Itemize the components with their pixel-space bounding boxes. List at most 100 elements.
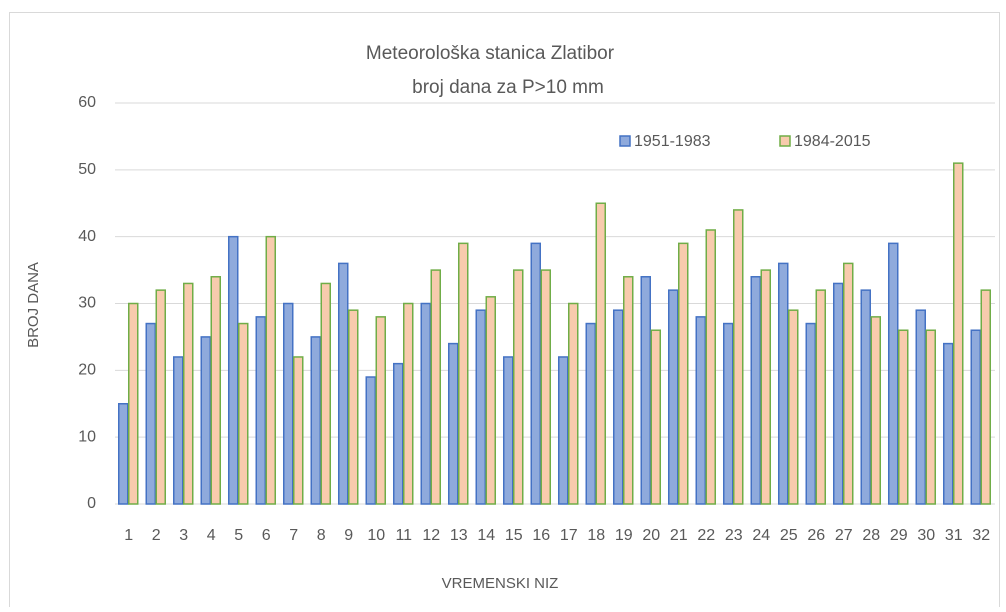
- bar: [118, 403, 129, 505]
- bar: [733, 209, 744, 505]
- y-axis-label: BROJ DANA: [25, 262, 42, 348]
- bar: [128, 302, 139, 505]
- x-tick-label: 17: [560, 527, 578, 544]
- x-tick-label: 31: [945, 527, 963, 544]
- x-tick-label: 13: [450, 527, 468, 544]
- x-tick-label: 10: [367, 527, 385, 544]
- x-tick-label: 14: [477, 527, 495, 544]
- x-tick-label: 9: [344, 527, 353, 544]
- x-tick-label: 16: [532, 527, 550, 544]
- bar: [375, 316, 386, 505]
- bar: [265, 235, 276, 505]
- x-tick-label: 20: [642, 527, 660, 544]
- bar: [805, 322, 816, 505]
- bar: [640, 276, 651, 505]
- y-tick-label: 60: [78, 94, 96, 111]
- x-tick-label: 6: [262, 527, 271, 544]
- x-tick-label: 22: [697, 527, 715, 544]
- x-tick-label: 23: [725, 527, 743, 544]
- bar: [750, 276, 761, 505]
- y-tick-label: 0: [87, 495, 96, 512]
- bar: [668, 289, 679, 505]
- bar: [843, 262, 854, 505]
- bar: [705, 229, 716, 505]
- x-tick-label: 5: [234, 527, 243, 544]
- bar: [585, 322, 596, 505]
- bar: [320, 282, 331, 505]
- bar: [228, 235, 239, 505]
- x-tick-label: 3: [179, 527, 188, 544]
- legend-swatch: [779, 135, 791, 147]
- chart-title: Meteorološka stanica Zlatibor: [366, 43, 615, 64]
- bar: [788, 309, 799, 505]
- bar: [513, 269, 524, 505]
- bar: [915, 309, 926, 505]
- x-tick-label: 15: [505, 527, 523, 544]
- bar: [200, 336, 211, 505]
- chart-subtitle: broj dana za P>10 mm: [412, 77, 604, 98]
- legend-label: 1984-2015: [794, 133, 871, 150]
- x-tick-label: 12: [422, 527, 440, 544]
- bar: [458, 242, 469, 505]
- bar: [238, 322, 249, 505]
- bar: [925, 329, 936, 505]
- bar: [183, 282, 194, 505]
- x-tick-label: 4: [207, 527, 216, 544]
- bar: [595, 202, 606, 505]
- bar: [173, 356, 184, 505]
- x-tick-label: 28: [862, 527, 880, 544]
- x-tick-label: 2: [152, 527, 161, 544]
- x-tick-label: 7: [289, 527, 298, 544]
- bar: [393, 362, 404, 505]
- x-tick-label: 29: [890, 527, 908, 544]
- x-tick-label: 26: [807, 527, 825, 544]
- bar: [430, 269, 441, 505]
- x-tick-label: 19: [615, 527, 633, 544]
- bar: [650, 329, 661, 505]
- x-tick-label: 8: [317, 527, 326, 544]
- bar: [283, 302, 294, 505]
- x-tick-label: 32: [972, 527, 990, 544]
- bar: [293, 356, 304, 505]
- y-tick-label: 40: [78, 228, 96, 245]
- bar: [540, 269, 551, 505]
- bar: [255, 316, 266, 505]
- bar: [475, 309, 486, 505]
- x-tick-label: 11: [395, 527, 412, 544]
- bar: [403, 302, 414, 505]
- x-tick-label: 21: [670, 527, 688, 544]
- bar: [623, 276, 634, 505]
- bar: [613, 309, 624, 505]
- y-tick-label: 20: [78, 362, 96, 379]
- bar: [860, 289, 871, 505]
- x-tick-label: 30: [917, 527, 935, 544]
- x-axis-label: VREMENSKI NIZ: [442, 575, 559, 592]
- y-tick-label: 30: [78, 295, 96, 312]
- bar: [898, 329, 909, 505]
- bar: [943, 342, 954, 505]
- bar: [448, 342, 459, 505]
- x-tick-label: 18: [587, 527, 605, 544]
- x-tick-label: 27: [835, 527, 853, 544]
- bar: [568, 302, 579, 505]
- bar: [833, 282, 844, 505]
- bar: [695, 316, 706, 505]
- bar: [980, 289, 991, 505]
- bar: [210, 276, 221, 505]
- bar: [888, 242, 899, 505]
- x-tick-label: 25: [780, 527, 798, 544]
- x-tick-label: 1: [124, 527, 133, 544]
- y-tick-label: 50: [78, 161, 96, 178]
- bar: [870, 316, 881, 505]
- legend-swatch: [619, 135, 631, 147]
- bar: [485, 296, 496, 505]
- bar: [348, 309, 359, 505]
- bar: [503, 356, 514, 505]
- bar: [310, 336, 321, 505]
- x-tick-label: 24: [752, 527, 770, 544]
- bar: [678, 242, 689, 505]
- bar: [420, 302, 431, 505]
- bar: [145, 322, 156, 505]
- bar: [155, 289, 166, 505]
